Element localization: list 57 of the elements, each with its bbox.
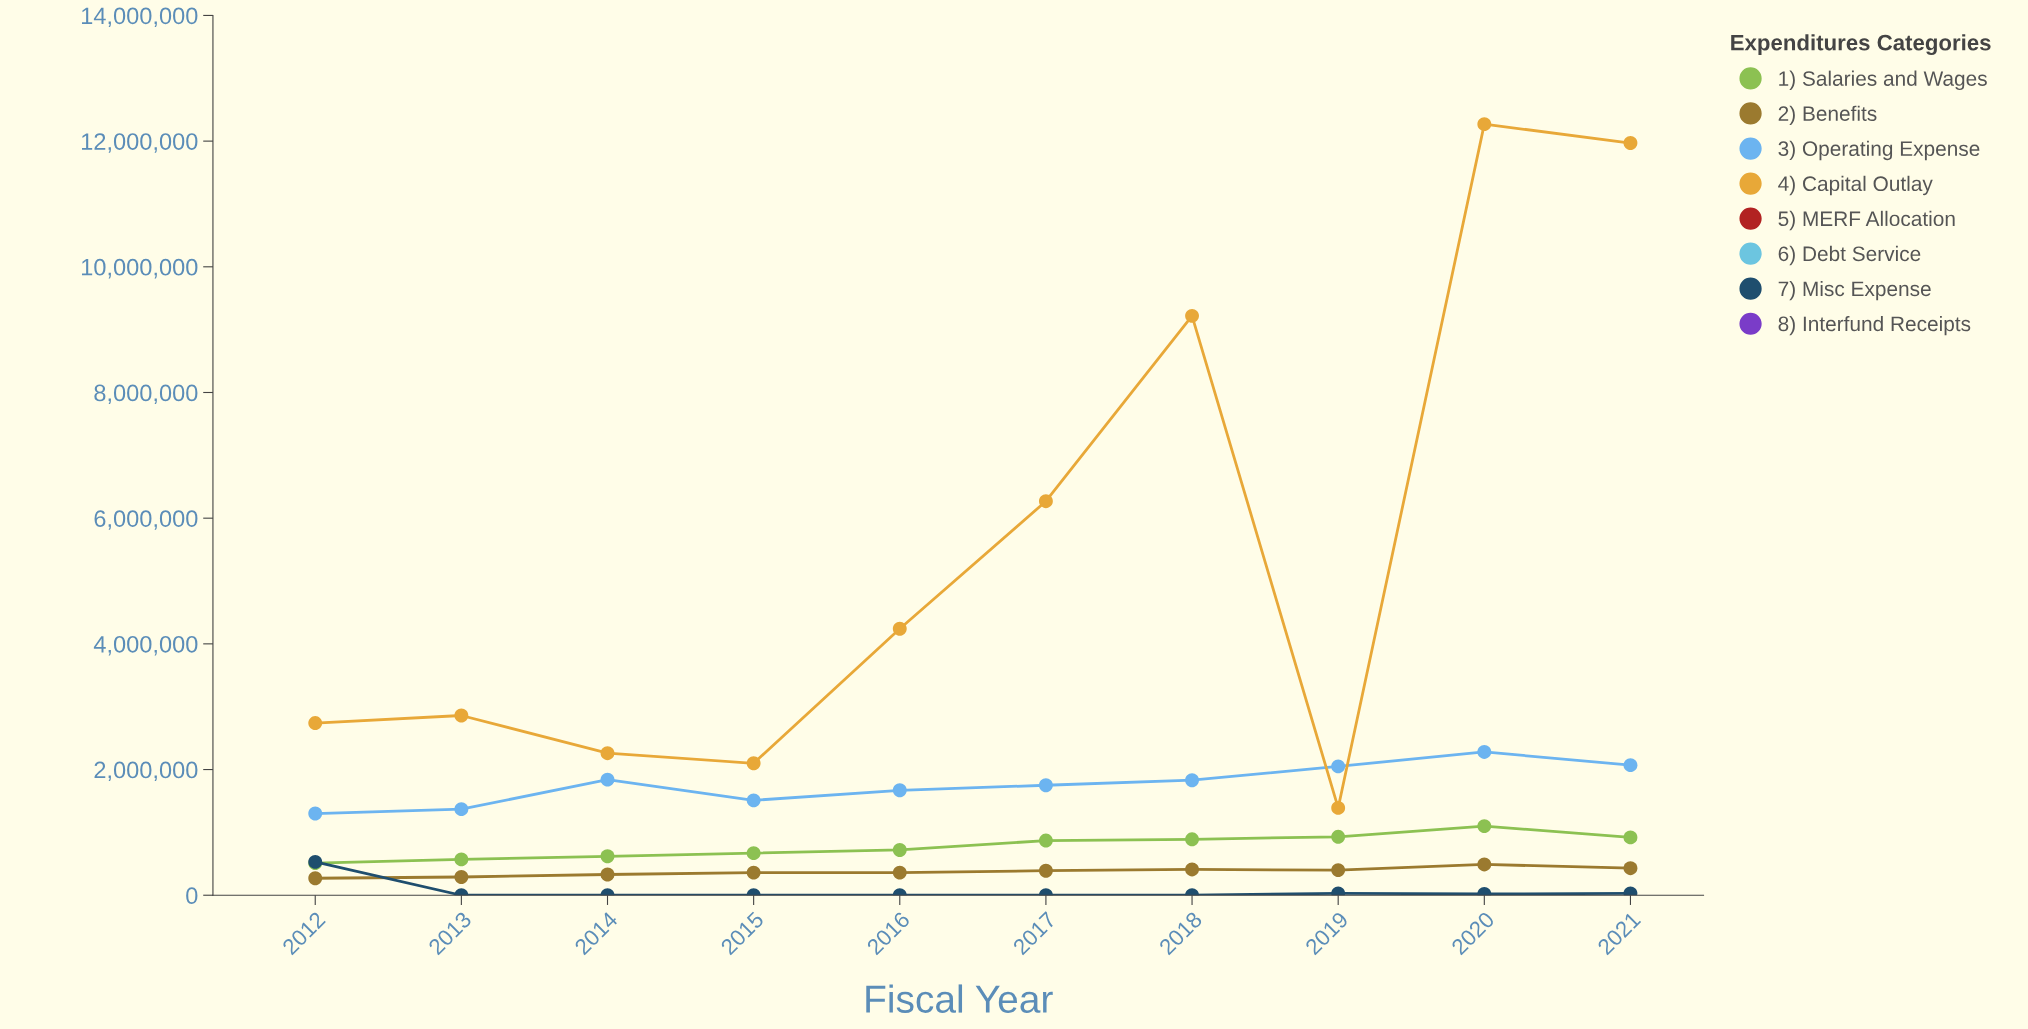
- point: [892, 783, 907, 798]
- y-tick-label: 2,000,000: [94, 761, 198, 782]
- point: [892, 865, 907, 880]
- legend-label: 1) Salaries and Wages: [1779, 70, 1987, 91]
- point: [1331, 759, 1346, 774]
- point: [1038, 494, 1053, 509]
- point: [600, 849, 615, 864]
- point: [1185, 773, 1199, 788]
- point: [746, 846, 761, 861]
- y-tick-label: 6,000,000: [94, 510, 198, 530]
- legend-label: 8) Interfund Receipts: [1778, 315, 1971, 336]
- point: [454, 708, 469, 723]
- point: [1331, 829, 1346, 844]
- point: [1477, 857, 1492, 872]
- point: [308, 871, 323, 886]
- point: [308, 806, 323, 821]
- point: [1331, 863, 1346, 878]
- point: [1185, 308, 1199, 323]
- y-tick-label: 8,000,000: [94, 384, 198, 405]
- point: [1477, 117, 1492, 132]
- legend-label: 4) Capital Outlay: [1778, 175, 1933, 196]
- point: [1623, 758, 1638, 773]
- point: [1623, 861, 1638, 876]
- y-tick-label: 4,000,000: [93, 635, 198, 656]
- legend-label: 5) MERF Allocation: [1778, 210, 1955, 231]
- legend-label: 3) Operating Expense: [1778, 140, 1980, 161]
- y-tick-label: 14,000,000: [82, 7, 198, 28]
- point: [1038, 833, 1053, 848]
- point: [600, 772, 615, 787]
- y-tick-label: 10,000,000: [82, 258, 198, 279]
- point: [1331, 800, 1346, 815]
- point: [746, 865, 761, 880]
- y-tick-label: 12,000,000: [82, 133, 198, 153]
- point: [1185, 862, 1199, 877]
- legend-label: 7) Misc Expense: [1778, 280, 1931, 301]
- legend-label: 2) Benefits: [1778, 105, 1877, 126]
- point: [600, 746, 615, 761]
- point: [1477, 819, 1492, 834]
- point: [1038, 778, 1053, 793]
- y-tick-label: 0: [186, 887, 198, 905]
- point: [746, 756, 761, 771]
- point: [454, 870, 469, 884]
- point: [1038, 863, 1053, 878]
- point: [746, 793, 761, 808]
- point: [454, 802, 469, 817]
- legend-title: Expenditures Categories: [1731, 34, 1991, 55]
- point: [1623, 136, 1638, 150]
- point: [892, 843, 907, 857]
- point: [1185, 832, 1199, 847]
- point: [600, 867, 615, 882]
- legend-label: 6) Debt Service: [1778, 245, 1921, 266]
- point: [1477, 745, 1492, 759]
- point: [1623, 830, 1638, 845]
- x-axis-title: Fiscal Year: [866, 984, 1053, 1013]
- point: [454, 852, 469, 867]
- point: [892, 621, 907, 636]
- point: [308, 716, 323, 730]
